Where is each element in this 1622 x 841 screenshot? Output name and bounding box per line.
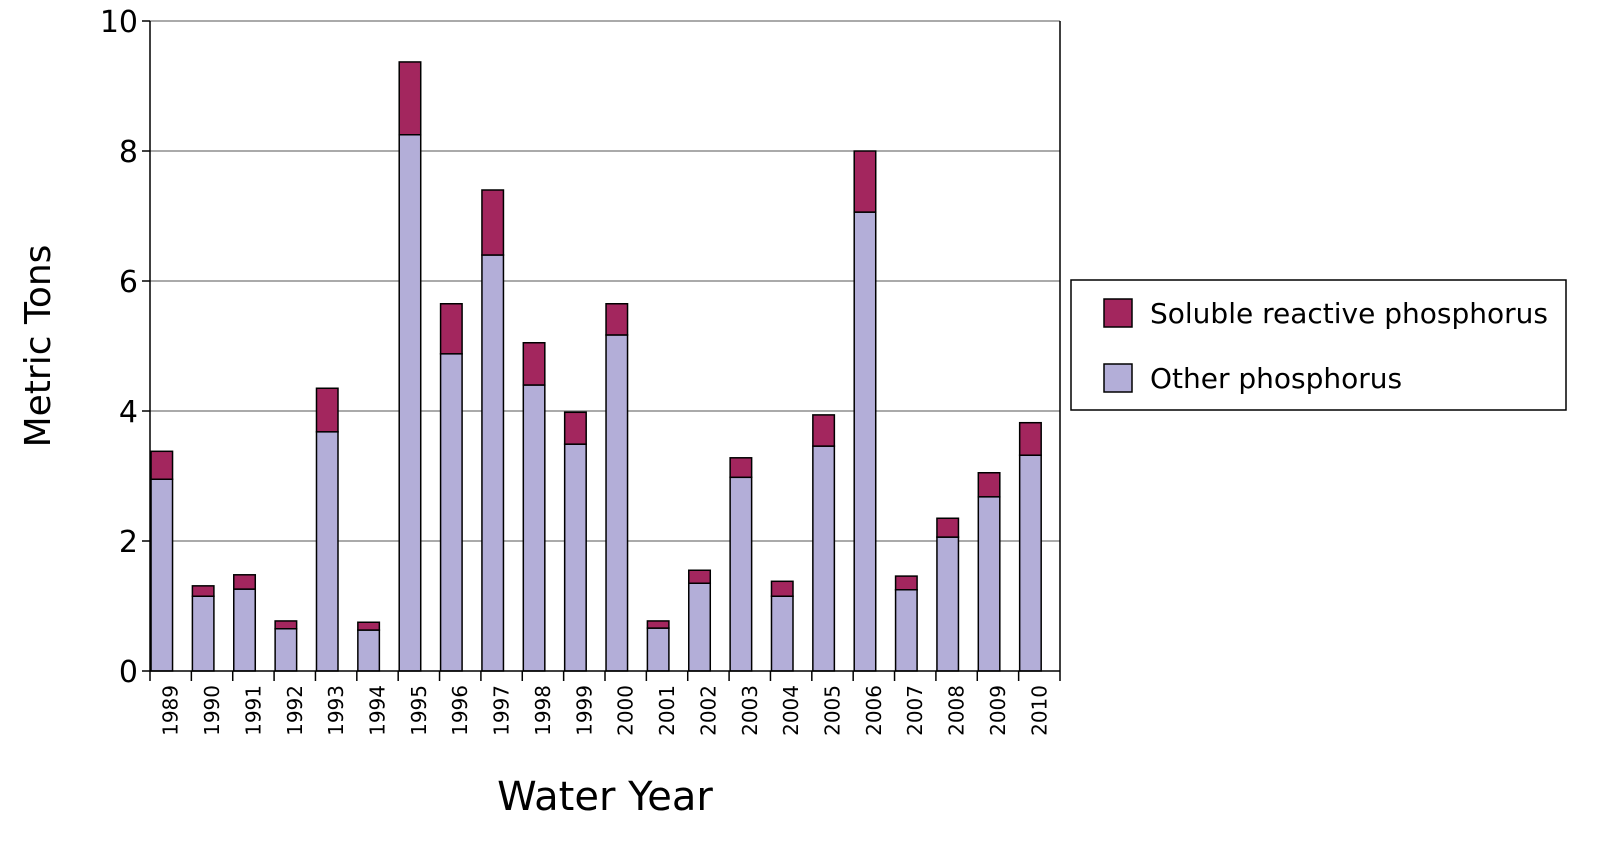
- bar-segment: [729, 476, 753, 672]
- bar-segment: [605, 334, 629, 672]
- bar-segment: [398, 61, 422, 136]
- bar-segment: [688, 569, 712, 584]
- bar-segment: [688, 582, 712, 672]
- y-tick-label: 4: [119, 395, 138, 430]
- bar-segment: [233, 574, 257, 590]
- y-axis-label: Metric Tons: [18, 245, 59, 448]
- x-tick-label: 1998: [531, 685, 555, 736]
- bar-segment: [853, 211, 877, 672]
- x-tick-label: 2005: [821, 685, 845, 736]
- bar-segment: [853, 150, 877, 213]
- bar-segment: [150, 450, 174, 480]
- x-tick-label: 1996: [448, 685, 472, 736]
- x-tick-label: 1993: [324, 685, 348, 736]
- legend-swatch: [1103, 363, 1133, 393]
- bar-segment: [1018, 454, 1042, 672]
- bar-segment: [481, 189, 505, 256]
- bar-segment: [439, 303, 463, 355]
- x-tick-label: 2002: [696, 685, 720, 736]
- bar-segment: [936, 536, 960, 672]
- bar-segment: [605, 303, 629, 336]
- bar-segment: [770, 595, 794, 672]
- y-tick-label: 6: [119, 265, 138, 300]
- x-tick-label: 1992: [283, 685, 307, 736]
- bar-segment: [150, 478, 174, 672]
- y-tick-label: 8: [119, 135, 138, 170]
- bar-segment: [191, 595, 215, 672]
- x-tick-label: 1990: [200, 685, 224, 736]
- bar-segment: [398, 134, 422, 672]
- bar-segment: [729, 457, 753, 479]
- bar-segment: [646, 620, 670, 629]
- bar-segment: [439, 353, 463, 672]
- bar-segment: [812, 414, 836, 447]
- bar-segment: [936, 517, 960, 538]
- x-tick-label: 1989: [159, 685, 183, 736]
- bar-segment: [274, 628, 298, 672]
- bar-segment: [1018, 421, 1042, 456]
- bar-segment: [274, 620, 298, 630]
- bar-segment: [357, 621, 381, 631]
- x-tick-label: 2006: [862, 685, 886, 736]
- bar-segment: [315, 387, 339, 433]
- x-tick-label: 1999: [572, 685, 596, 736]
- legend-label: Other phosphorus: [1150, 362, 1402, 395]
- bar-segment: [770, 580, 794, 597]
- y-tick-label: 2: [119, 525, 138, 560]
- bar-segment: [977, 472, 1001, 498]
- x-tick-label: 2010: [1027, 685, 1051, 736]
- bar-segment: [646, 627, 670, 672]
- x-tick-label: 2007: [903, 685, 927, 736]
- bar-segment: [894, 589, 918, 672]
- y-tick-label: 10: [100, 5, 138, 40]
- bar-segment: [563, 443, 587, 672]
- bar-segment: [191, 585, 215, 597]
- bar-segment: [522, 384, 546, 672]
- legend: [1070, 279, 1567, 411]
- bar-segment: [977, 496, 1001, 672]
- x-tick-label: 2008: [945, 685, 969, 736]
- bar-segment: [894, 575, 918, 591]
- bar-segment: [481, 254, 505, 672]
- x-tick-label: 1994: [366, 685, 390, 736]
- legend-swatch: [1103, 298, 1133, 328]
- bar-segment: [812, 445, 836, 672]
- x-tick-label: 2003: [738, 685, 762, 736]
- x-tick-label: 1991: [241, 685, 265, 736]
- bar-segment: [563, 411, 587, 445]
- x-tick-label: 2009: [986, 685, 1010, 736]
- x-axis-label: Water Year: [497, 774, 713, 820]
- legend-label: Soluble reactive phosphorus: [1150, 297, 1548, 330]
- bar-segment: [315, 431, 339, 672]
- x-tick-label: 2001: [655, 685, 679, 736]
- x-tick-label: 1997: [490, 685, 514, 736]
- bar-segment: [357, 629, 381, 672]
- bar-segment: [522, 342, 546, 386]
- x-tick-label: 2004: [779, 685, 803, 736]
- bar-segment: [233, 588, 257, 672]
- y-tick-label: 0: [119, 655, 138, 690]
- x-tick-label: 1995: [407, 685, 431, 736]
- x-tick-label: 2000: [614, 685, 638, 736]
